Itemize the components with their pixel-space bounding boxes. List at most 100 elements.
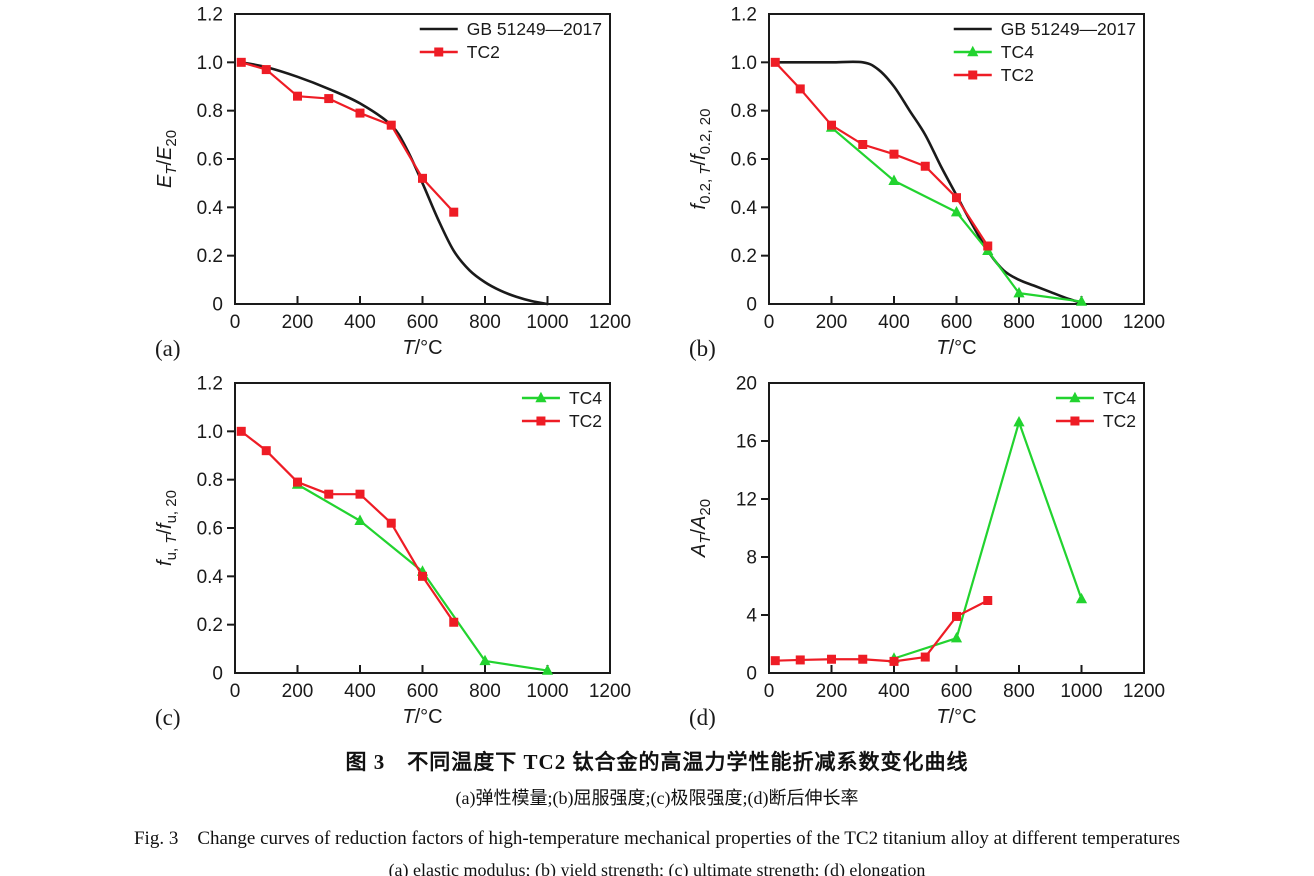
data-point-marker bbox=[449, 207, 459, 217]
data-point-marker bbox=[952, 193, 961, 203]
data-point-marker bbox=[858, 140, 868, 149]
panel-b: 0 200 400 600 800 1000 1200 0 0.2 0.4 0.6 0.8 1.0 1.2… bbox=[669, 2, 1179, 367]
y-axis-label: AT/A20 bbox=[688, 499, 714, 558]
data-point-marker bbox=[950, 632, 963, 643]
data-point-marker bbox=[293, 91, 302, 101]
x-tick-label: 0 bbox=[230, 681, 241, 702]
legend-label: GB 51249—2017 bbox=[467, 19, 602, 39]
y-tick-label: 20 bbox=[736, 374, 757, 395]
data-point-marker bbox=[795, 84, 805, 94]
legend: GB 51249—2017 TC2 bbox=[419, 19, 602, 62]
plot-c-ultimate-strength: 0 200 400 600 800 1000 1200 0 0.2 0.4 0.6 0.8 1.0 1.2… bbox=[154, 374, 631, 731]
legend-sample-marker bbox=[968, 70, 978, 80]
caption-zh-subtitle: (a)弹性模量;(b)屈服强度;(c)极限强度;(d)断后伸长率 bbox=[455, 788, 859, 808]
x-tick-label: 200 bbox=[282, 312, 314, 333]
caption-zh-title: 图 3 不同温度下 TC2 钛合金的高温力学性能折减系数变化曲线 bbox=[345, 750, 969, 774]
x-tick-label: 400 bbox=[344, 312, 376, 333]
data-point-marker bbox=[386, 120, 396, 130]
axis-box bbox=[234, 382, 611, 674]
panel-label: (c) bbox=[155, 705, 181, 730]
data-point-marker bbox=[920, 652, 930, 662]
x-tick-label: 1200 bbox=[1123, 312, 1165, 333]
data-point-marker bbox=[449, 617, 459, 627]
legend-sample-marker bbox=[535, 391, 547, 403]
data-point-marker bbox=[1075, 592, 1088, 604]
x-tick-label: 1200 bbox=[589, 312, 631, 333]
y-tick-label: 0 bbox=[212, 664, 223, 685]
y-axis-label: f0.2, T/f0.2, 20 bbox=[688, 109, 714, 210]
x-tick-label: 0 bbox=[764, 681, 775, 702]
x-axis-label: T/°C bbox=[936, 337, 976, 359]
x-axis-label: T/°C bbox=[402, 706, 442, 728]
x-tick-label: 800 bbox=[469, 681, 501, 702]
legend-label: GB 51249—2017 bbox=[1001, 19, 1136, 39]
y-tick-label: 0.4 bbox=[197, 198, 224, 219]
x-axis-label: T/°C bbox=[936, 706, 976, 728]
data-point-marker bbox=[418, 173, 427, 183]
plots-grid: 0 200 400 600 800 1000 1200 0 0.2 0.4 0.6 0.8 1.0 1.2… bbox=[0, 2, 1314, 736]
y-axis-label: ET/E20 bbox=[154, 130, 180, 188]
legend-sample-marker bbox=[536, 416, 546, 426]
series-line-tc2 bbox=[240, 430, 455, 624]
x-tick-label: 200 bbox=[816, 681, 848, 702]
data-point-marker bbox=[889, 149, 899, 159]
x-tick-label: 1000 bbox=[1060, 312, 1102, 333]
data-point-marker bbox=[236, 57, 246, 67]
y-tick-label: 1.0 bbox=[731, 53, 757, 74]
series-markers-tc2 bbox=[236, 57, 459, 217]
series-line-gb-51249-2017 bbox=[239, 61, 549, 306]
x-tick-label: 600 bbox=[941, 312, 973, 333]
y-tick-label: 0.8 bbox=[197, 470, 223, 491]
x-tick-label: 200 bbox=[816, 312, 848, 333]
data-point-marker bbox=[827, 654, 836, 664]
panel-c: 0 200 400 600 800 1000 1200 0 0.2 0.4 0.6 0.8 1.0 1.2… bbox=[135, 371, 645, 736]
y-tick-label: 1.0 bbox=[197, 53, 223, 74]
data-point-marker bbox=[827, 120, 836, 130]
series-markers-tc2 bbox=[770, 596, 993, 666]
data-point-marker bbox=[950, 205, 963, 217]
caption-en-title: Fig. 3 Change curves of reduction factor… bbox=[133, 828, 1181, 849]
plot-b-yield-strength: 0 200 400 600 800 1000 1200 0 0.2 0.4 0.6 0.8 1.0 1.2… bbox=[688, 5, 1165, 362]
panel-a: 0 200 400 600 800 1000 1200 0 0.2 0.4 0.6 0.8 1.0 1.2… bbox=[135, 2, 645, 367]
legend-label: TC4 bbox=[1001, 42, 1034, 62]
data-point-marker bbox=[795, 655, 805, 665]
axis-box bbox=[768, 382, 1145, 674]
y-tick-label: 0 bbox=[212, 295, 223, 316]
y-tick-label: 0.4 bbox=[197, 567, 224, 588]
x-tick-label: 800 bbox=[1003, 681, 1035, 702]
data-point-marker bbox=[1075, 295, 1088, 306]
data-point-marker bbox=[858, 654, 868, 664]
data-point-marker bbox=[952, 611, 961, 621]
x-tick-label: 400 bbox=[878, 312, 910, 333]
data-point-marker bbox=[236, 426, 246, 436]
panel-label: (d) bbox=[689, 705, 716, 730]
y-tick-label: 0.8 bbox=[731, 101, 757, 122]
y-tick-label: 8 bbox=[746, 548, 757, 569]
series-markers-tc4 bbox=[888, 415, 1088, 663]
legend-label: TC2 bbox=[1103, 411, 1136, 431]
plot-a-elastic-modulus: 0 200 400 600 800 1000 1200 0 0.2 0.4 0.6 0.8 1.0 1.2… bbox=[154, 5, 631, 362]
data-point-marker bbox=[541, 664, 554, 675]
legend-label: TC4 bbox=[569, 388, 602, 408]
y-tick-label: 4 bbox=[746, 606, 757, 627]
legend-label: TC4 bbox=[1103, 388, 1136, 408]
x-tick-label: 800 bbox=[469, 312, 501, 333]
y-tick-label: 0.2 bbox=[731, 246, 757, 267]
axis-box bbox=[768, 13, 1145, 305]
legend-sample-marker bbox=[967, 45, 979, 57]
x-tick-label: 600 bbox=[407, 681, 439, 702]
y-tick-label: 16 bbox=[736, 432, 757, 453]
axis-box bbox=[234, 13, 611, 305]
x-tick-label: 200 bbox=[282, 681, 314, 702]
y-tick-label: 0 bbox=[746, 664, 757, 685]
x-tick-label: 1000 bbox=[526, 312, 568, 333]
data-point-marker bbox=[354, 514, 366, 525]
y-tick-label: 0.6 bbox=[731, 150, 757, 171]
y-tick-label: 0.6 bbox=[197, 519, 223, 540]
y-tick-label: 0.6 bbox=[197, 150, 223, 171]
y-tick-label: 0.2 bbox=[197, 246, 223, 267]
x-tick-label: 1200 bbox=[589, 681, 631, 702]
x-tick-label: 0 bbox=[764, 312, 775, 333]
x-axis-label: T/°C bbox=[402, 337, 442, 359]
